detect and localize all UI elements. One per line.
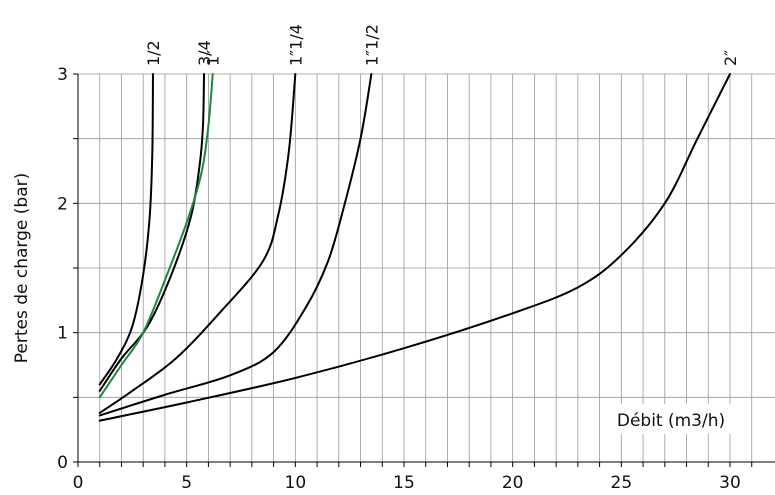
x-tick-label: 15 <box>393 473 415 493</box>
series-label: 2″ <box>721 50 740 66</box>
x-tick-label: 25 <box>611 473 633 493</box>
tick-labels: 0 5 10 15 20 25 30 0 1 2 3 <box>57 65 753 493</box>
x-tick-label: 10 <box>285 473 307 493</box>
grid <box>78 73 775 462</box>
y-axis-title: Pertes de charge (bar) <box>12 173 32 363</box>
y-tick-label: 0 <box>57 453 68 473</box>
x-tick-label: 20 <box>502 473 524 493</box>
series-label: 3/4 <box>195 40 214 66</box>
series-label: 1″1/2 <box>362 24 381 66</box>
y-tick-label: 3 <box>57 65 68 85</box>
x-tick-label: 5 <box>181 473 192 493</box>
x-axis-title: Débit (m3/h) <box>617 411 725 431</box>
series-label: 1″ <box>204 50 223 66</box>
series-line <box>98 73 297 414</box>
series-line <box>98 73 206 392</box>
x-tick-label: 30 <box>719 473 741 493</box>
x-axis-title-background <box>600 404 742 434</box>
series-labels: 1/2 3/41″ 1″1/4 1″1/2 2″ <box>144 24 740 66</box>
series-line <box>98 73 373 417</box>
series-line <box>98 73 154 386</box>
y-tick-label: 2 <box>57 194 68 214</box>
series-line <box>98 73 731 422</box>
series-line <box>98 73 214 399</box>
series-label: 1″1/4 <box>286 24 305 66</box>
series-label: 1/2 <box>144 40 163 66</box>
x-tick-label: 0 <box>73 473 84 493</box>
y-tick-label: 1 <box>57 324 68 344</box>
series-lines <box>98 73 731 422</box>
